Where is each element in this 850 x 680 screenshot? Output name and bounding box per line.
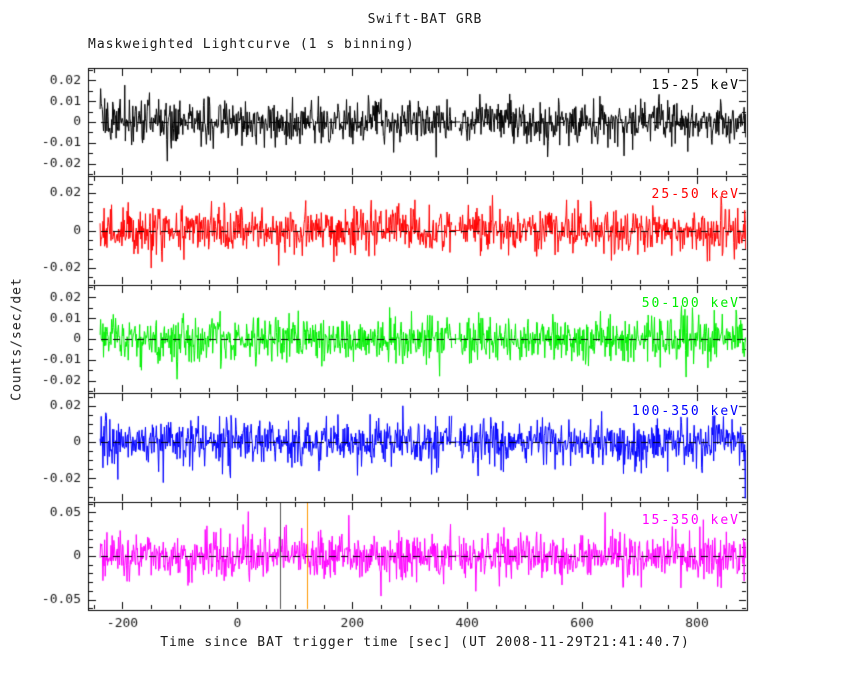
panel-label-15-350-kev: 15-350 keV bbox=[641, 513, 740, 528]
chart-title: Swift-BAT GRB bbox=[367, 12, 483, 27]
panel-label-100-350-kev: 100-350 keV bbox=[631, 404, 740, 419]
panel-label-25-50-kev: 25-50 keV bbox=[651, 187, 740, 202]
x-axis-label: Time since BAT trigger time [sec] (UT 20… bbox=[160, 635, 690, 650]
panel-label-15-25-kev: 15-25 keV bbox=[651, 78, 740, 93]
y-axis-label: Counts/sec/det bbox=[9, 277, 25, 401]
panel-label-50-100-kev: 50-100 keV bbox=[641, 296, 740, 311]
chart-subtitle: Maskweighted Lightcurve (1 s binning) bbox=[88, 37, 415, 52]
